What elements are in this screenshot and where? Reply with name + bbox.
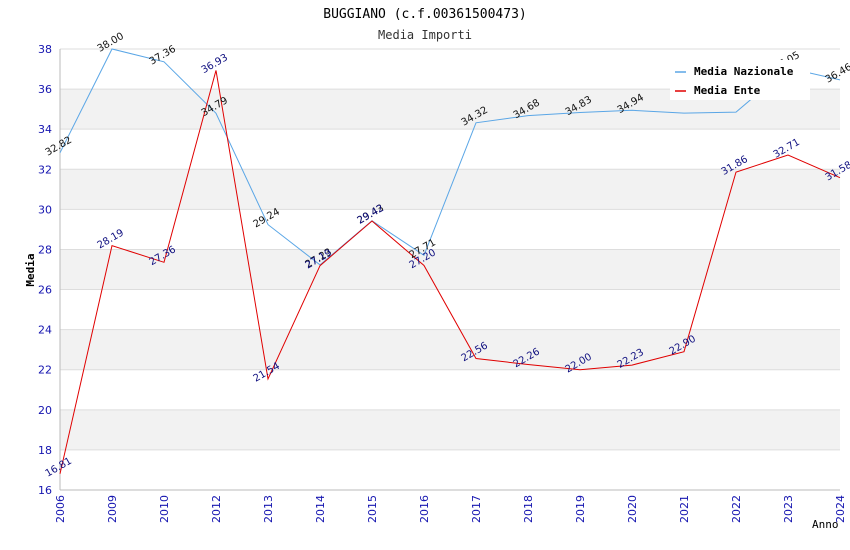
y-tick-label: 34 — [38, 123, 52, 136]
grid-bands — [60, 89, 840, 450]
y-tick-label: 16 — [38, 484, 52, 497]
x-tick-labels: 2006 2009 2010 2012 2013 2014 2015 2016 2017 2018… — [54, 495, 847, 523]
data-label-ente: 28.19 — [96, 228, 126, 252]
x-tick-label: 2024 — [834, 495, 847, 523]
series-lines — [59, 48, 841, 474]
y-axis-label: Media — [24, 253, 37, 286]
y-tick-label: 26 — [38, 284, 52, 297]
x-tick-label: 2012 — [210, 495, 223, 523]
y-tick-label: 20 — [38, 404, 52, 417]
y-tick-label: 18 — [38, 444, 52, 457]
y-tick-label: 28 — [38, 243, 52, 256]
data-label-nazionale: 36.46 — [824, 62, 850, 86]
x-tick-label: 2021 — [678, 495, 691, 523]
y-tick-label: 38 — [38, 43, 52, 56]
legend-box — [670, 60, 810, 100]
grid-band — [60, 329, 840, 370]
data-labels: 32.8238.0037.3634.7929.2427.2329.4327.71… — [44, 31, 850, 480]
y-tick-label: 36 — [38, 83, 52, 96]
legend-label-nazionale: Media Nazionale — [694, 65, 794, 78]
data-label-ente: 36.93 — [200, 52, 230, 76]
x-tick-label: 2014 — [314, 495, 327, 523]
x-tick-label: 2015 — [366, 495, 379, 523]
y-tick-label: 32 — [38, 163, 52, 176]
x-tick-label: 2023 — [782, 495, 795, 523]
x-axis-label: Anno — [812, 518, 839, 531]
x-tick-label: 2013 — [262, 495, 275, 523]
x-tick-label: 2017 — [470, 495, 483, 523]
legend: Media Nazionale Media Ente — [670, 60, 810, 100]
y-tick-label: 24 — [38, 324, 52, 337]
data-label-ente: 16.81 — [44, 456, 74, 480]
x-tick-label: 2022 — [730, 495, 743, 523]
chart-title: BUGGIANO (c.f.00361500473) — [323, 7, 527, 22]
grid-band — [60, 409, 840, 450]
y-tick-label: 22 — [38, 364, 52, 377]
x-tick-label: 2019 — [574, 495, 587, 523]
legend-label-ente: Media Ente — [694, 84, 761, 97]
x-tick-label: 2006 — [54, 495, 67, 523]
grid-lines — [60, 48, 840, 451]
series-line-nazionale — [59, 48, 841, 266]
x-tick-label: 2020 — [626, 495, 639, 523]
data-label-nazionale: 32.82 — [44, 135, 74, 159]
y-tick-labels: 16 18 20 22 24 26 28 30 32 34 36 38 — [38, 43, 52, 497]
series-line-ente — [59, 70, 841, 474]
x-tick-label: 2016 — [418, 495, 431, 523]
data-label-ente: 32.71 — [772, 137, 802, 161]
x-tick-label: 2018 — [522, 495, 535, 523]
chart-subtitle: Media Importi — [378, 28, 472, 42]
data-label-nazionale: 37.36 — [148, 44, 178, 68]
x-tick-label: 2009 — [106, 495, 119, 523]
x-tick-label: 2010 — [158, 495, 171, 523]
grid-band — [60, 249, 840, 290]
data-label-nazionale: 29.24 — [252, 207, 282, 231]
y-tick-label: 30 — [38, 203, 52, 216]
